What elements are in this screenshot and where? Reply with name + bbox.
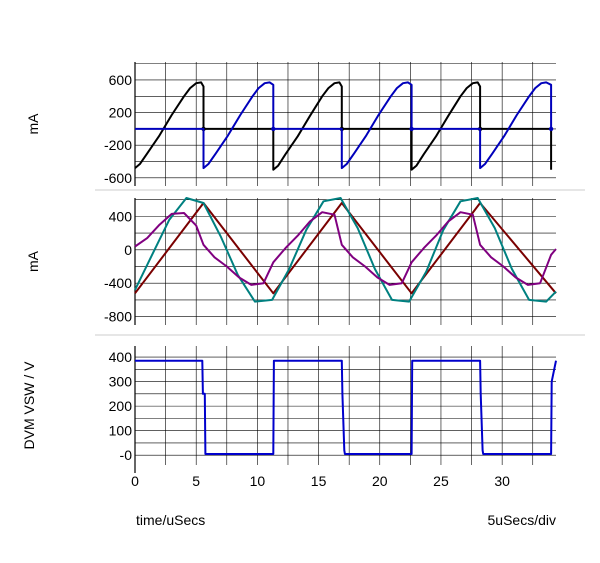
y-tick-label: 0 [124, 242, 132, 258]
y-tick-label: -600 [104, 170, 132, 186]
transition-marker [548, 126, 554, 132]
series-line-2-2 [134, 197, 557, 303]
series-line-1-2 [135, 81, 553, 170]
y-tick-label: 200 [109, 398, 133, 414]
y-tick-label: -200 [104, 137, 132, 153]
transition-marker [409, 126, 414, 132]
x-tick-label: 5 [192, 473, 200, 489]
x-tick-label: 30 [494, 473, 510, 489]
series-line-3-1 [135, 359, 557, 455]
y-axis-label: mA [25, 250, 41, 272]
panel-1: 600 200 -200 -600 mA [25, 62, 556, 186]
panel-2: 400 0 -400 -800 mA [25, 197, 557, 325]
panel-3: 400 300 200 100 -0 DVM VSW / V [21, 346, 557, 473]
x-tick-label: 20 [372, 473, 388, 489]
y-tick-label: 400 [109, 349, 133, 365]
y-tick-label: -400 [104, 275, 132, 291]
x-tick-label: 25 [433, 473, 449, 489]
y-tick-label: 300 [109, 374, 133, 390]
x-tick-label: 10 [250, 473, 266, 489]
series-line-2-3 [134, 211, 557, 286]
y-tick-label: 600 [109, 72, 133, 88]
chart-panels: 600200-200-600mA4000-400-800mA4003002001… [21, 62, 585, 489]
x-tick-label: 0 [131, 473, 139, 489]
x-tick-label: 15 [311, 473, 327, 489]
y-tick-label: 400 [109, 208, 133, 224]
y-tick-label: 200 [109, 105, 133, 121]
x-axis-label: time/uSecs [136, 512, 205, 528]
y-axis-label: DVM VSW / V [21, 361, 37, 450]
y-axis-label: mA [25, 113, 41, 135]
transition-marker [271, 126, 276, 132]
y-tick-label: 100 [109, 423, 133, 439]
series-line-1-1 [134, 81, 553, 171]
y-tick-label: -0 [120, 447, 133, 463]
y-tick-label: -800 [104, 309, 132, 325]
x-scale-note: 5uSecs/div [488, 512, 556, 528]
